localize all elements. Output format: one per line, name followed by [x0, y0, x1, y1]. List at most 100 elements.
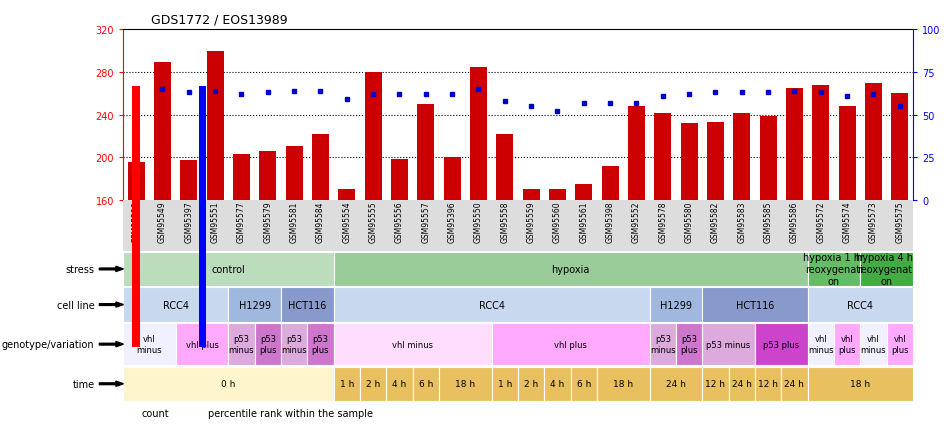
Text: GSM95574: GSM95574	[843, 201, 851, 243]
Bar	[650, 367, 702, 401]
Bar	[307, 323, 334, 365]
Bar	[123, 323, 176, 365]
Text: hypoxia 4 hr
reoxygenati
on: hypoxia 4 hr reoxygenati on	[856, 253, 917, 286]
Bar	[181, 161, 198, 200]
Text: H1299: H1299	[660, 300, 692, 310]
Text: GSM95397: GSM95397	[184, 201, 193, 243]
Text: p53
minus: p53 minus	[229, 335, 254, 354]
Text: HCT116: HCT116	[736, 300, 774, 310]
Text: GSM95396: GSM95396	[447, 201, 457, 243]
Text: HCT116: HCT116	[289, 300, 326, 310]
Bar	[728, 367, 755, 401]
Text: 1 h: 1 h	[340, 379, 354, 388]
Text: vhl
minus: vhl minus	[808, 335, 833, 354]
Text: GSM95552: GSM95552	[632, 201, 641, 243]
Bar	[860, 323, 886, 365]
Bar	[707, 123, 724, 200]
Bar	[339, 190, 356, 200]
Bar	[702, 288, 808, 322]
Text: 12 h: 12 h	[758, 379, 778, 388]
Text: GSM95575: GSM95575	[895, 201, 904, 243]
Bar	[364, 73, 381, 200]
Bar	[522, 190, 539, 200]
Text: percentile rank within the sample: percentile rank within the sample	[208, 408, 373, 418]
Text: p53
plus: p53 plus	[259, 335, 276, 354]
Bar	[808, 367, 913, 401]
Bar	[781, 367, 808, 401]
Bar	[154, 63, 171, 200]
Bar	[860, 252, 913, 286]
Text: 6 h: 6 h	[418, 379, 433, 388]
Bar	[786, 89, 803, 200]
Bar	[470, 68, 487, 200]
Text: GSM95556: GSM95556	[394, 201, 404, 243]
Text: GSM95551: GSM95551	[211, 201, 219, 243]
Bar	[359, 367, 386, 401]
Text: vhl
plus: vhl plus	[891, 335, 908, 354]
Bar	[570, 367, 597, 401]
Text: 24 h: 24 h	[666, 379, 686, 388]
Text: GSM95578: GSM95578	[658, 201, 667, 243]
Bar	[176, 323, 228, 365]
Bar	[628, 107, 645, 200]
Text: RCC4: RCC4	[848, 300, 873, 310]
Bar	[838, 107, 855, 200]
Text: 2 h: 2 h	[524, 379, 538, 388]
Text: 18 h: 18 h	[613, 379, 633, 388]
Text: GSM95554: GSM95554	[342, 201, 351, 243]
Text: GSM95583: GSM95583	[737, 201, 746, 243]
Text: 4 h: 4 h	[393, 379, 407, 388]
Bar	[760, 116, 777, 200]
Text: p53
minus: p53 minus	[650, 335, 675, 354]
Text: vhl
minus: vhl minus	[136, 335, 162, 354]
Bar	[334, 288, 650, 322]
Text: GSM95550: GSM95550	[474, 201, 483, 243]
Text: vhl plus: vhl plus	[185, 340, 219, 349]
Bar	[312, 135, 329, 200]
Text: control: control	[211, 264, 245, 274]
Bar	[650, 323, 675, 365]
Text: GSM95579: GSM95579	[263, 201, 272, 243]
Text: p53
plus: p53 plus	[680, 335, 698, 354]
Text: 1 h: 1 h	[498, 379, 512, 388]
Text: GSM95561: GSM95561	[579, 201, 588, 243]
Text: GSM95581: GSM95581	[289, 201, 299, 243]
Text: GDS1772 / EOS13989: GDS1772 / EOS13989	[151, 13, 288, 26]
Text: GSM95560: GSM95560	[552, 201, 562, 243]
Text: vhl minus: vhl minus	[392, 340, 433, 349]
Bar	[834, 323, 860, 365]
Text: GSM95586: GSM95586	[790, 201, 799, 243]
Text: RCC4: RCC4	[163, 300, 188, 310]
Text: p53
minus: p53 minus	[281, 335, 307, 354]
Bar	[886, 323, 913, 365]
Bar	[444, 158, 461, 200]
Text: 0 h: 0 h	[221, 379, 236, 388]
Bar	[755, 323, 808, 365]
Bar	[233, 155, 250, 200]
Text: hypoxia: hypoxia	[552, 264, 589, 274]
Bar	[254, 323, 281, 365]
Text: GSM95557: GSM95557	[421, 201, 430, 243]
Text: 4 h: 4 h	[551, 379, 565, 388]
Bar	[417, 105, 434, 200]
Bar	[575, 184, 592, 200]
Text: 6 h: 6 h	[576, 379, 591, 388]
Bar	[334, 252, 808, 286]
Text: GSM95559: GSM95559	[527, 201, 535, 243]
Bar	[334, 323, 492, 365]
Text: genotype/variation: genotype/variation	[2, 339, 95, 349]
Bar	[286, 147, 303, 200]
Text: GSM95577: GSM95577	[236, 201, 246, 243]
Bar	[655, 114, 672, 200]
Text: time: time	[73, 379, 95, 389]
Bar	[675, 323, 702, 365]
Bar	[865, 83, 882, 200]
Bar	[544, 367, 570, 401]
Text: hypoxia 1 hr
reoxygenati
on: hypoxia 1 hr reoxygenati on	[803, 253, 865, 286]
Text: GSM95558: GSM95558	[500, 201, 509, 243]
Text: count: count	[142, 408, 169, 418]
Bar	[123, 288, 228, 322]
Bar	[123, 252, 334, 286]
Bar	[602, 166, 619, 200]
Bar	[702, 323, 755, 365]
